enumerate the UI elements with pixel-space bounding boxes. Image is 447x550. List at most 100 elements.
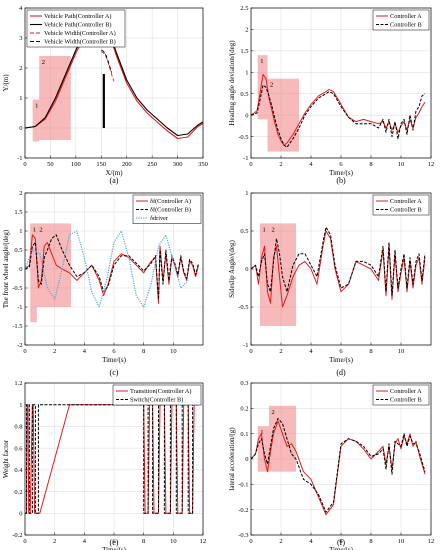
legend-entry-b-1: Controller B xyxy=(390,22,422,29)
x-tick-label-d-1: 2 xyxy=(279,348,282,355)
highlight-label-a-1: 1 xyxy=(35,103,38,110)
panel-label-e: (e) xyxy=(110,538,119,547)
y-tick-label-e-1: 0 xyxy=(19,510,22,517)
y-tick-label-c-0: -2 xyxy=(17,342,22,349)
legend-entry-b-0: Controller A xyxy=(390,13,422,20)
y-tick-label-b-0: -1 xyxy=(243,155,248,162)
y-tick-label-d-0: -1 xyxy=(243,342,248,349)
y-tick-label-a-4: 3 xyxy=(19,35,22,42)
legend-entry-e-0: Transition(Controller A) xyxy=(130,388,192,395)
legend-box-a xyxy=(26,9,126,48)
y-axis-label-c: The front wheel angle/(deg) xyxy=(2,229,10,308)
x-tick-label-b-5: 10 xyxy=(398,161,405,168)
y-tick-label-a-0: -1 xyxy=(17,155,22,162)
chart-panel-f: 120 2 4 6 8 10 12-0.3-0.2-0.100.10.20.3Time/(s… xyxy=(228,380,434,550)
legend-f: Controller A Controller B xyxy=(372,384,430,406)
legend-entry-f-1: Controller B xyxy=(390,397,422,404)
y-tick-label-d-2: 0 xyxy=(245,266,248,273)
x-tick-label-d-0: 0 xyxy=(249,348,252,355)
x-tick-label-e-0: 0 xyxy=(23,538,26,545)
legend-d: Controller A Controller B xyxy=(372,194,430,216)
panel-label-b: (b) xyxy=(336,176,346,185)
chart-panel-b: 120 2 4 6 8 10 12-1-0.500.511.522.5Time/(s)Hea… xyxy=(228,5,434,185)
y-tick-label-f-3: 0 xyxy=(245,456,248,463)
x-tick-label-e-2: 4 xyxy=(83,538,87,545)
y-tick-label-b-7: 2.5 xyxy=(240,5,248,12)
y-tick-label-e-5: 0.8 xyxy=(14,424,22,431)
x-tick-label-b-2: 4 xyxy=(309,161,313,168)
series-line-d-0 xyxy=(251,230,426,308)
x-tick-label-c-2: 4 xyxy=(83,348,87,355)
chart-panel-e: 0 2 4 6 8 10 12-0.200.20.40.60.811.2Time/(s)We… xyxy=(2,380,206,550)
y-axis-label-b: Heading angle deviation/(deg) xyxy=(228,40,236,126)
legend-entry-d-0: Controller A xyxy=(390,198,422,205)
panel-label-a: (a) xyxy=(110,176,119,185)
y-tick-label-a-3: 2 xyxy=(19,65,22,72)
y-tick-label-c-3: -0.5 xyxy=(12,285,22,292)
legend-entry-f-0: Controller A xyxy=(390,388,422,395)
x-tick-label-c-4: 8 xyxy=(142,348,145,355)
highlight-label-c-1: 1 xyxy=(33,226,36,233)
series-line-c-1 xyxy=(25,234,199,300)
series-line-f-1 xyxy=(251,418,426,513)
x-tick-label-a-7: 350 xyxy=(198,161,208,168)
x-tick-label-a-5: 250 xyxy=(147,161,157,168)
axis-frame-a xyxy=(24,7,204,159)
panel-label-f: (f) xyxy=(337,538,345,547)
legend-entry-a-0: Vehicle Path(Controller A) xyxy=(44,13,112,20)
x-tick-label-d-5: 10 xyxy=(398,348,405,355)
y-tick-label-f-2: -0.1 xyxy=(238,482,248,489)
x-tick-label-f-1: 2 xyxy=(279,538,282,545)
x-tick-label-e-6: 12 xyxy=(200,538,207,545)
legend-e: Transition(Controller A) Switch(Controlle… xyxy=(112,384,202,406)
panel-label-c: (c) xyxy=(110,368,119,377)
highlight-label-f-1: 1 xyxy=(260,429,263,436)
y-tick-label-b-3: 0.5 xyxy=(240,91,248,98)
x-tick-label-e-1: 2 xyxy=(53,538,56,545)
series-line-a-2 xyxy=(101,51,115,82)
y-tick-label-b-5: 1.5 xyxy=(240,48,248,55)
y-tick-label-c-1: -1.5 xyxy=(12,323,22,330)
x-tick-label-a-0: 0 xyxy=(23,161,26,168)
y-tick-label-b-4: 1 xyxy=(245,69,248,76)
highlight-label-b-1: 1 xyxy=(260,58,263,65)
highlight-box-c-1 xyxy=(30,223,37,323)
y-tick-label-e-4: 0.6 xyxy=(14,445,23,452)
x-tick-label-c-3: 6 xyxy=(112,348,116,355)
x-tick-label-a-2: 100 xyxy=(71,161,81,168)
y-axis-label-a: Y/(m) xyxy=(2,74,10,92)
x-tick-label-f-0: 0 xyxy=(249,538,252,545)
x-tick-label-b-0: 0 xyxy=(249,161,252,168)
y-tick-label-a-5: 4 xyxy=(19,5,23,12)
highlight-label-a-2: 2 xyxy=(42,59,45,66)
legend-b: Controller A Controller B xyxy=(372,9,430,31)
legend-a: Vehicle Path(Controller A) Vehicle Path(C… xyxy=(26,9,126,48)
x-tick-label-f-4: 8 xyxy=(369,538,372,545)
series-line-c-2 xyxy=(25,230,189,308)
x-tick-label-f-3: 6 xyxy=(339,538,343,545)
chart-panel-a: 120 50 100 150 200 250 300 350-101234X/(m)Y/(m)… xyxy=(2,5,208,185)
series-line-e-1 xyxy=(25,404,199,514)
y-tick-label-f-6: 0.3 xyxy=(240,380,248,387)
legend-entry-e-1: Switch(Controller B) xyxy=(130,397,183,404)
highlight-box-d-2 xyxy=(269,223,296,326)
legend-entry-a-2: Vehicle Width(Controller A) xyxy=(44,30,116,37)
x-axis-label-e: Time/(s) xyxy=(102,546,127,550)
highlight-box-a-1 xyxy=(32,99,40,142)
x-axis-label-f: Time/(s) xyxy=(329,546,354,550)
legend-entry-a-3: Vehicle Width(Controller B) xyxy=(44,39,116,46)
y-tick-label-c-6: 1 xyxy=(19,228,22,235)
y-tick-label-d-4: 1 xyxy=(245,190,248,197)
y-tick-label-d-3: 0.5 xyxy=(240,228,248,235)
x-tick-label-c-0: 0 xyxy=(23,348,26,355)
y-tick-label-c-4: 0 xyxy=(19,266,22,273)
x-tick-label-e-3: 6 xyxy=(112,538,116,545)
x-tick-label-c-1: 2 xyxy=(53,348,56,355)
y-tick-label-e-0: -0.2 xyxy=(12,532,22,539)
y-tick-label-b-2: 0 xyxy=(245,112,248,119)
highlight-label-f-2: 2 xyxy=(272,409,275,416)
x-axis-label-a: X/(m) xyxy=(105,169,123,177)
x-tick-label-f-6: 12 xyxy=(428,538,435,545)
x-tick-label-d-3: 6 xyxy=(339,348,343,355)
